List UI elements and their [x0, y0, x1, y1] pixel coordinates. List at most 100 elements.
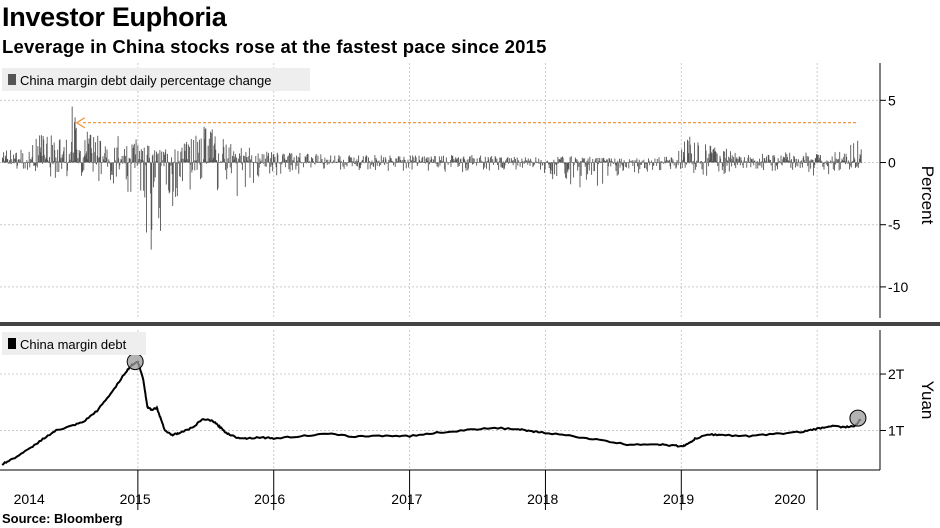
pct-change-bar	[275, 162, 277, 168]
pct-change-bar	[619, 158, 620, 163]
pct-change-bar	[125, 162, 127, 180]
top-y-tick-label: -5	[888, 217, 901, 233]
pct-change-bar	[78, 150, 80, 163]
pct-change-bar	[606, 159, 608, 163]
pct-change-bar	[168, 162, 170, 191]
pct-change-bar	[144, 162, 146, 198]
pct-change-bar	[92, 162, 94, 172]
pct-change-bar	[112, 162, 114, 184]
pct-change-bar	[535, 157, 537, 163]
pct-change-bar	[369, 162, 371, 169]
pct-change-bar	[42, 135, 44, 163]
pct-change-bar	[712, 160, 713, 163]
pct-change-bar	[723, 151, 724, 163]
pct-change-bar	[572, 162, 574, 163]
pct-change-bar	[62, 158, 64, 163]
pct-change-bar	[510, 158, 512, 163]
pct-change-bar	[649, 162, 651, 166]
pct-change-bar	[767, 154, 769, 163]
top-y-axis-label: Percent	[918, 166, 937, 225]
pct-change-bar	[307, 153, 308, 163]
pct-change-bar	[265, 158, 267, 163]
pct-change-bar	[546, 160, 548, 163]
pct-change-bar	[258, 162, 260, 177]
pct-change-bar	[513, 160, 515, 163]
pct-change-bar	[825, 162, 827, 163]
pct-change-bar	[625, 162, 627, 163]
pct-change-bar	[693, 162, 695, 173]
pct-change-bar	[411, 162, 413, 170]
pct-change-bar	[20, 162, 21, 163]
pct-change-bar	[25, 162, 27, 163]
pct-change-bar	[781, 162, 783, 165]
pct-change-bar	[771, 162, 773, 171]
pct-change-bar	[589, 162, 591, 163]
pct-change-bar	[852, 160, 854, 163]
pct-change-bar	[68, 153, 70, 163]
pct-change-bar	[95, 162, 97, 164]
pct-change-bar	[160, 162, 161, 231]
pct-change-bar	[2, 159, 4, 163]
pct-change-bar	[23, 162, 25, 164]
pct-change-bar	[7, 162, 9, 164]
pct-change-bar	[85, 153, 87, 163]
pct-change-bar	[50, 162, 52, 177]
pct-change-bar	[504, 162, 505, 169]
pct-change-bar	[517, 160, 519, 163]
pct-change-bar	[139, 150, 141, 163]
pct-change-bar	[596, 162, 598, 164]
top-y-axis: 50-5-10	[879, 63, 908, 318]
pct-change-bar	[563, 162, 565, 165]
pct-change-bar	[502, 161, 504, 163]
pct-change-bar	[434, 155, 436, 163]
pct-change-bar	[669, 162, 671, 166]
pct-change-bar	[181, 147, 183, 163]
pct-change-bar	[4, 155, 6, 163]
pct-change-bar	[642, 161, 644, 163]
pct-change-bar	[735, 162, 737, 169]
pct-change-bar	[223, 158, 225, 163]
pct-change-bar	[447, 162, 449, 165]
pct-change-bar	[194, 160, 196, 163]
pct-change-bar	[774, 162, 776, 171]
pct-change-bar	[53, 142, 55, 163]
pct-change-bar	[246, 157, 248, 163]
pct-change-bar	[731, 155, 733, 163]
pct-change-bar	[355, 161, 357, 163]
pct-change-bar	[249, 162, 251, 178]
pct-change-bar	[422, 156, 423, 163]
pct-change-bar	[243, 160, 245, 163]
pct-change-bar	[374, 155, 376, 163]
pct-change-bar	[134, 162, 136, 169]
pct-change-bar	[665, 160, 667, 163]
pct-change-bar	[182, 162, 184, 182]
pct-change-bar	[225, 144, 227, 163]
pct-change-bar	[225, 162, 227, 171]
pct-change-bar	[353, 157, 355, 163]
pct-change-bar	[846, 156, 848, 163]
pct-change-bar	[159, 150, 161, 163]
pct-change-bar	[549, 162, 551, 164]
pct-change-bar	[126, 162, 128, 177]
pct-change-bar	[768, 159, 770, 163]
pct-change-bar	[319, 162, 321, 164]
pct-change-bar	[305, 157, 307, 163]
pct-change-bar	[708, 153, 710, 163]
pct-change-bar	[453, 158, 455, 163]
pct-change-bar	[337, 162, 339, 164]
pct-change-bar	[41, 155, 43, 163]
pct-change-bar	[847, 160, 849, 163]
pct-change-bar	[180, 158, 182, 163]
pct-change-bar	[419, 162, 421, 164]
pct-change-bar	[742, 162, 744, 168]
pct-change-bar	[709, 145, 711, 163]
pct-change-bar	[720, 162, 722, 163]
pct-change-bar	[782, 159, 784, 163]
pct-change-bar	[667, 160, 669, 163]
pct-change-bar	[478, 162, 480, 164]
pct-change-bar	[267, 155, 269, 163]
pct-change-bar	[430, 159, 432, 163]
pct-change-bar	[470, 162, 472, 163]
pct-change-bar	[153, 162, 154, 188]
pct-change-bar	[849, 162, 851, 167]
